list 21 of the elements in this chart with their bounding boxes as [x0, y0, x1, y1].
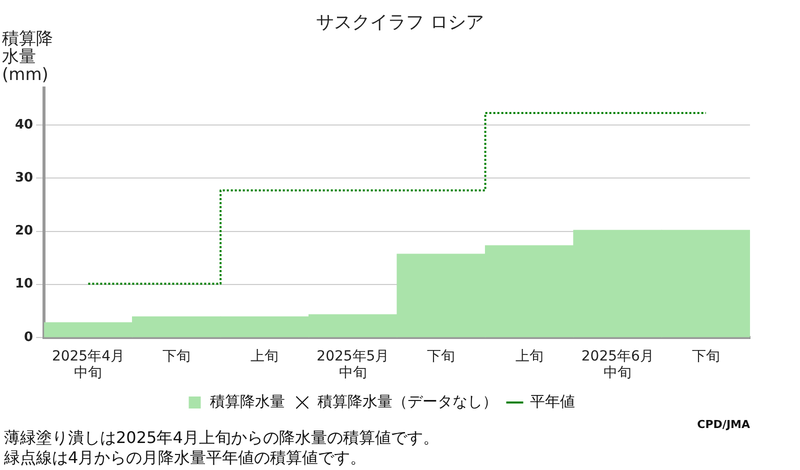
legend-label: 積算降水量	[210, 392, 285, 410]
text: 薄緑塗り潰しは2025年4月上旬からの降水量の積算値です。	[4, 428, 439, 449]
chart-title: サスクイラフ ロシア	[316, 12, 484, 33]
x-tick-label: 下旬	[162, 348, 190, 364]
legend-label: 平年値	[530, 392, 575, 410]
y-tick-label: 20	[14, 224, 34, 239]
x-tick-label: 2025年5月中旬	[316, 348, 390, 382]
y-tick-label: 0	[24, 330, 34, 345]
legend-label: 積算降水量（データなし）	[317, 392, 498, 410]
x-tick-label: 2025年6月中旬	[581, 348, 654, 382]
y-tick-label: 40	[14, 118, 34, 133]
y-tick-label: 10	[14, 276, 34, 292]
text: 緑点線は4月からの月降水量平年値の積算値です。	[4, 448, 366, 469]
x-tick-label: 2025年4月中旬	[52, 348, 124, 382]
y-axis-title: 積算降水量(mm)	[2, 29, 54, 85]
x-tick-label: 下旬	[427, 348, 456, 364]
y-tick-label: 30	[14, 170, 34, 186]
x-tick-label: 上旬	[250, 348, 279, 364]
x-tick-label: 下旬	[692, 348, 720, 364]
x-tick-label: 上旬	[515, 348, 544, 364]
text: CPD/JMA	[697, 418, 750, 431]
